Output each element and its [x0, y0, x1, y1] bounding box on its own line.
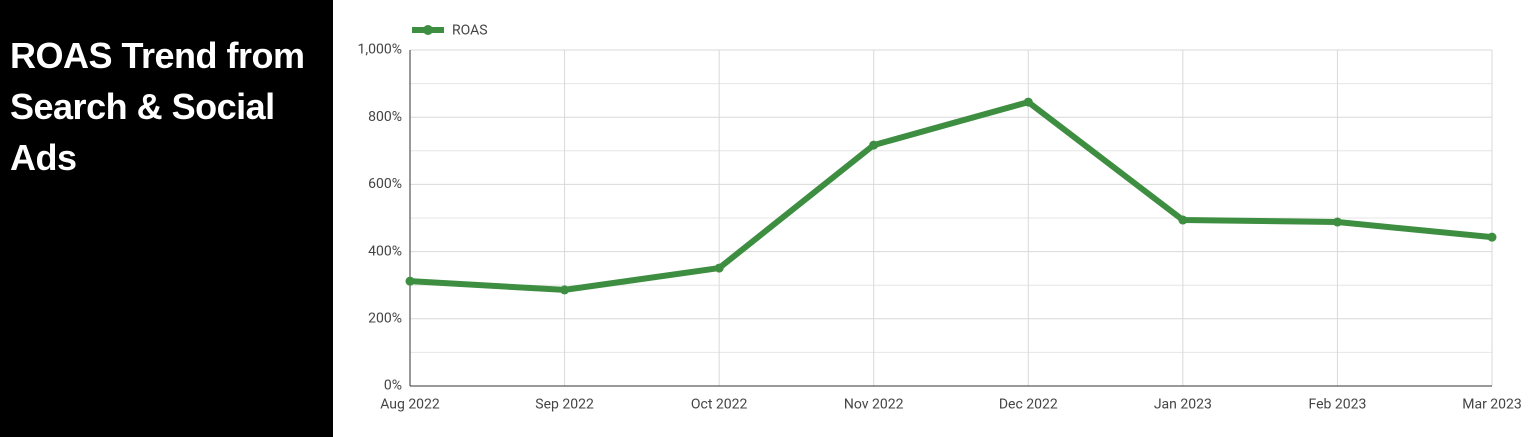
x-tick-label: Mar 2023	[1462, 397, 1522, 413]
point	[560, 285, 570, 295]
y-tick-label: 200%	[368, 311, 402, 327]
y-tick-label: 0%	[384, 378, 402, 394]
point	[1023, 97, 1033, 107]
title-panel: ROAS Trend from Search & Social Ads	[0, 0, 333, 437]
point	[405, 276, 415, 286]
x-tick-label: Dec 2022	[999, 397, 1058, 413]
point	[1332, 217, 1342, 227]
y-tick-label: 800%	[368, 109, 402, 125]
series-line	[409, 99, 1493, 293]
x-tick-label: Jan 2023	[1154, 397, 1212, 413]
x-tick-label: Nov 2022	[844, 397, 904, 413]
x-tick-label: Feb 2023	[1309, 397, 1367, 413]
legend-marker	[423, 25, 433, 35]
x-tick-label: Sep 2022	[535, 397, 594, 413]
point	[1178, 215, 1188, 225]
y-tick-label: 600%	[368, 176, 402, 192]
point	[869, 140, 879, 150]
legend-label: ROAS	[452, 23, 488, 39]
x-tick-label: Aug 2022	[380, 397, 440, 413]
x-tick-label: Oct 2022	[691, 397, 748, 413]
y-tick-label: 1,000%	[358, 42, 402, 58]
point	[714, 263, 724, 273]
y-tick-label: 400%	[368, 243, 402, 259]
point	[1487, 232, 1497, 242]
chart-title: ROAS Trend from Search & Social Ads	[10, 35, 305, 178]
